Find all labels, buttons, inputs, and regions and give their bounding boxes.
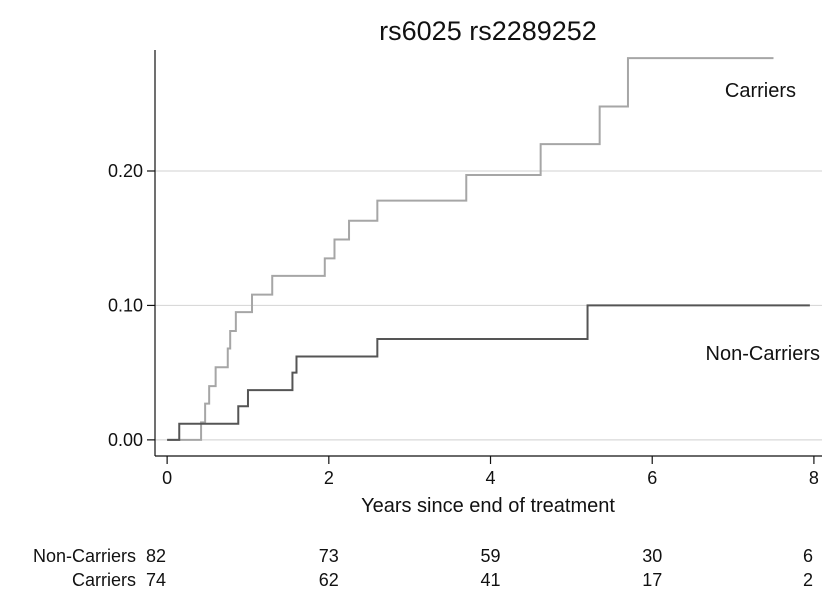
- series-label-carriers: Carriers: [725, 80, 796, 102]
- series-lines: [167, 57, 810, 441]
- x-tick-label: 0: [162, 468, 172, 488]
- labels: 0.00 0.10 0.20 0 2 4 6 8 Carriers Non-Carriers Non…: [33, 80, 820, 589]
- at-risk-value: 6: [803, 546, 813, 566]
- at-risk-value: 59: [481, 546, 501, 566]
- chart-title: rs6025 rs2289252: [379, 16, 597, 46]
- at-risk-value: 17: [642, 570, 662, 589]
- x-tick-label: 4: [486, 468, 496, 488]
- at-risk-row-label: Non-Carriers: [33, 546, 136, 566]
- x-tick-label: 6: [647, 468, 657, 488]
- at-risk-row-label: Carriers: [72, 570, 136, 589]
- y-tick-label: 0.20: [108, 161, 143, 181]
- at-risk-value: 62: [319, 570, 339, 589]
- at-risk-value: 2: [803, 570, 813, 589]
- at-risk-value: 30: [642, 546, 662, 566]
- x-tick-label: 8: [809, 468, 819, 488]
- at-risk-value: 73: [319, 546, 339, 566]
- x-axis-label: Years since end of treatment: [361, 495, 615, 517]
- y-tick-label: 0.00: [108, 430, 143, 450]
- at-risk-value: 74: [146, 570, 166, 589]
- x-tick-label: 2: [324, 468, 334, 488]
- series-line-carriers: [167, 57, 774, 441]
- at-risk-value: 82: [146, 546, 166, 566]
- y-tick-label: 0.10: [108, 295, 143, 315]
- series-label-non-carriers: Non-Carriers: [706, 343, 820, 365]
- axes: [147, 50, 822, 464]
- at-risk-value: 41: [481, 570, 501, 589]
- series-line-non-carriers: [167, 304, 810, 441]
